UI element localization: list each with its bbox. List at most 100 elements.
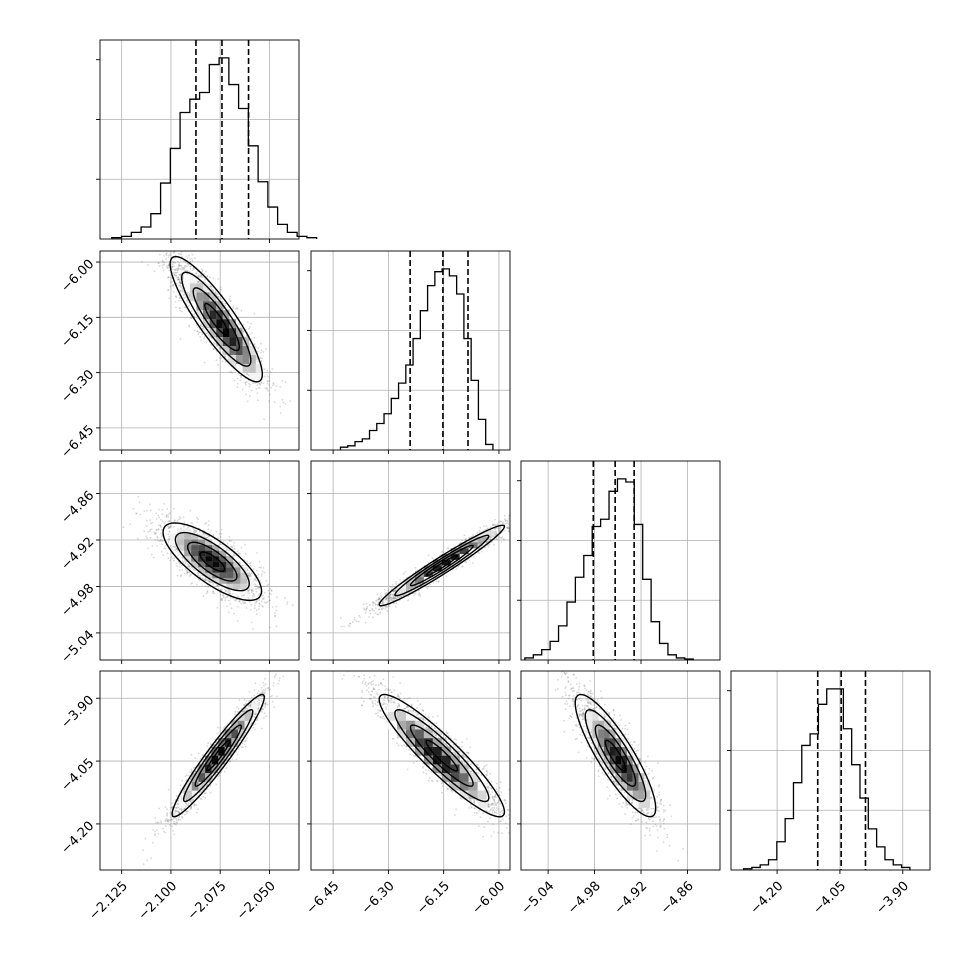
density-cell: [216, 319, 223, 329]
sample-point: [402, 594, 405, 596]
scatter-panel-0-2: [96, 460, 300, 664]
density-cell: [212, 556, 220, 562]
sample-point: [246, 373, 249, 375]
sample-point: [212, 592, 214, 594]
sample-point: [193, 530, 196, 533]
sample-point: [186, 563, 189, 565]
contour-4: [199, 551, 226, 573]
sample-point: [187, 263, 190, 266]
sample-point: [231, 372, 234, 375]
sample-point: [179, 562, 181, 565]
density-cell: [189, 301, 197, 311]
sample-point: [203, 361, 206, 364]
histogram-panel-2: [517, 460, 721, 664]
sample-point: [271, 368, 274, 370]
sample-point: [179, 290, 182, 293]
density-cell: [205, 561, 213, 568]
sample-point: [181, 568, 184, 571]
sample-point: [172, 545, 175, 548]
sample-point: [228, 298, 231, 301]
sample-point: [282, 401, 285, 404]
sample-point: [249, 564, 252, 567]
sample-point: [172, 284, 174, 286]
sample-point: [206, 332, 208, 335]
sample-point: [244, 381, 247, 384]
sample-point: [190, 583, 192, 585]
sample-point: [257, 399, 259, 402]
sample-point: [271, 606, 274, 608]
sample-point: [233, 612, 235, 615]
sample-point: [233, 554, 236, 557]
density-cell: [247, 583, 255, 590]
sample-point: [267, 595, 270, 598]
sample-point: [217, 537, 220, 539]
sample-point: [177, 276, 180, 279]
contour-2: [174, 531, 250, 592]
sample-point: [162, 269, 165, 272]
sample-point: [213, 592, 216, 595]
sample-point: [198, 579, 201, 582]
sample-point: [268, 393, 271, 396]
sample-point: [201, 574, 204, 577]
sample-point: [257, 593, 260, 596]
sample-point: [161, 261, 164, 263]
sample-point: [173, 249, 175, 251]
sample-point: [218, 346, 221, 349]
sample-point: [220, 599, 223, 601]
sample-point: [221, 360, 224, 363]
sample-point: [163, 236, 165, 238]
sample-point: [174, 295, 177, 298]
sample-point: [212, 342, 215, 344]
sample-point: [266, 386, 268, 389]
sample-point: [187, 526, 190, 529]
density-cell: [236, 328, 243, 338]
sample-point: [196, 330, 199, 333]
sample-point: [161, 520, 164, 523]
sample-point: [167, 266, 169, 269]
sample-point: [208, 535, 210, 538]
sample-point: [518, 515, 520, 517]
density-cell: [226, 567, 234, 573]
sample-point: [154, 538, 157, 541]
sample-point: [258, 382, 260, 385]
sample-point: [193, 329, 196, 332]
contour-1: [162, 522, 263, 602]
sample-point: [189, 265, 192, 267]
sample-point: [145, 535, 148, 538]
sample-point: [179, 267, 182, 270]
sample-point: [147, 531, 150, 533]
sample-point: [198, 274, 200, 277]
density-cell: [242, 354, 250, 364]
sample-point: [174, 545, 177, 548]
sample-point: [255, 600, 258, 603]
sample-point: [244, 602, 247, 604]
density-cell: [249, 363, 256, 373]
sample-point: [174, 268, 177, 271]
sample-point: [177, 267, 180, 270]
sample-point: [260, 381, 263, 384]
sample-point: [244, 543, 246, 546]
sample-point: [215, 530, 218, 533]
sample-point: [175, 306, 177, 309]
sample-point: [165, 545, 168, 547]
sample-point: [204, 578, 207, 580]
sample-point: [179, 566, 181, 568]
sample-point: [167, 289, 170, 291]
sample-point: [173, 244, 175, 246]
sample-point: [166, 252, 168, 255]
sample-point: [159, 235, 161, 237]
sample-point: [212, 290, 215, 292]
sample-point: [230, 607, 233, 610]
sample-point: [234, 364, 237, 367]
sample-point: [164, 248, 166, 250]
sample-point: [262, 594, 264, 597]
sample-point: [190, 310, 193, 313]
sample-point: [209, 285, 212, 288]
sample-point: [414, 592, 417, 595]
sample-point: [266, 584, 269, 587]
sample-point: [173, 273, 176, 275]
sample-point: [206, 590, 209, 592]
sample-point: [208, 276, 211, 279]
density-cell: [191, 534, 199, 540]
density-cell: [191, 561, 199, 568]
